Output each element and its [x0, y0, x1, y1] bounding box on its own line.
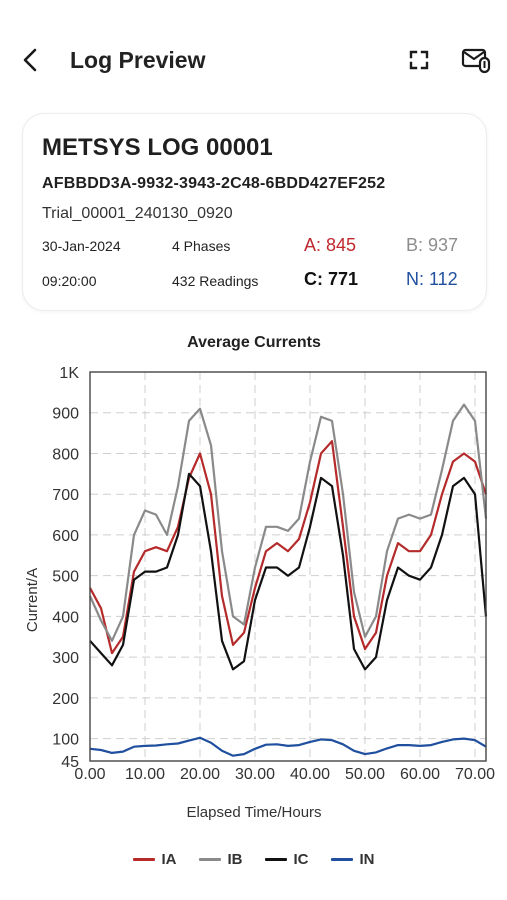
x-tick-label: 0.00 [74, 766, 105, 783]
x-axis-label: Elapsed Time/Hours [186, 804, 321, 821]
legend-label: IA [161, 850, 177, 868]
chevron-left-icon [23, 48, 37, 72]
chart-frame [89, 371, 487, 762]
phase-b-value: B: 937 [406, 235, 459, 255]
phase-count: 4 Phases [172, 238, 231, 254]
legend-label: IB [227, 850, 243, 868]
y-tick-label: 100 [52, 732, 79, 749]
y-tick-label: 400 [52, 609, 79, 626]
log-id: AFBBDD3A-9932-3943-2C48-6BDD427EF252 [42, 175, 386, 192]
mail-attachment-icon [461, 48, 491, 74]
reading-count: 432 Readings [172, 273, 259, 289]
log-name: METSYS LOG 00001 [42, 134, 273, 161]
x-tick-label: 70.00 [455, 766, 495, 783]
chart-legend: IA IB IC IN [0, 846, 507, 872]
series-line-ic [89, 472, 488, 671]
chart-grid [89, 371, 486, 762]
y-tick-label: 900 [52, 406, 79, 423]
app-header: Log Preview [0, 30, 507, 90]
y-tick-label: 200 [52, 691, 79, 708]
log-time: 09:20:00 [42, 273, 97, 289]
chart-title: Average Currents [187, 334, 321, 351]
series-line-ib [88, 403, 488, 642]
x-tick-label: 20.00 [180, 766, 220, 783]
series-line-in [89, 736, 487, 757]
legend-swatch [132, 857, 155, 861]
chart-series [88, 403, 488, 757]
phase-a-value: A: 845 [304, 235, 357, 255]
back-button[interactable] [16, 44, 44, 76]
legend-swatch [330, 857, 353, 861]
legend-item-in: IN [330, 846, 375, 872]
legend-item-ic: IC [264, 846, 309, 872]
legend-label: IC [293, 850, 309, 868]
log-summary-card: METSYS LOG 00001 AFBBDD3A-9932-3943-2C48… [22, 113, 487, 311]
legend-swatch [264, 857, 287, 861]
y-tick-label: 700 [52, 487, 79, 504]
phase-c-value: C: 771 [304, 269, 359, 289]
y-tick-label: 600 [52, 528, 79, 545]
legend-label: IN [359, 850, 375, 868]
log-date: 30-Jan-2024 [42, 238, 121, 254]
x-tick-label: 30.00 [235, 766, 275, 783]
trial-name: Trial_00001_240130_0920 [42, 205, 233, 222]
series-line-ia [89, 440, 488, 655]
y-tick-label: 300 [52, 650, 79, 667]
legend-item-ib: IB [198, 846, 243, 872]
expand-icon [409, 50, 429, 70]
phase-n-value: N: 112 [406, 269, 458, 289]
y-tick-label: 1K [59, 365, 79, 382]
x-axis-ticks: 0.00 10.00 20.00 30.00 40.00 50.00 60.00 70.00 [74, 766, 495, 783]
legend-swatch [198, 857, 221, 861]
y-tick-label: 800 [52, 446, 79, 463]
x-tick-label: 40.00 [290, 766, 330, 783]
y-axis-label: Current/A [24, 568, 41, 632]
email-button[interactable] [460, 44, 494, 76]
y-axis-ticks: 45 100 200 300 400 500 600 700 800 900 1K [52, 365, 79, 771]
y-tick-label: 500 [52, 569, 79, 586]
legend-item-ia: IA [132, 846, 177, 872]
x-tick-label: 60.00 [400, 766, 440, 783]
fullscreen-button[interactable] [404, 44, 434, 76]
y-tick-label: 45 [61, 754, 79, 771]
x-tick-label: 50.00 [345, 766, 385, 783]
page-title: Log Preview [70, 47, 206, 73]
average-currents-chart: Average Currents 45 100 200 300 400 500 600 700… [24, 334, 495, 821]
x-tick-label: 10.00 [125, 766, 165, 783]
